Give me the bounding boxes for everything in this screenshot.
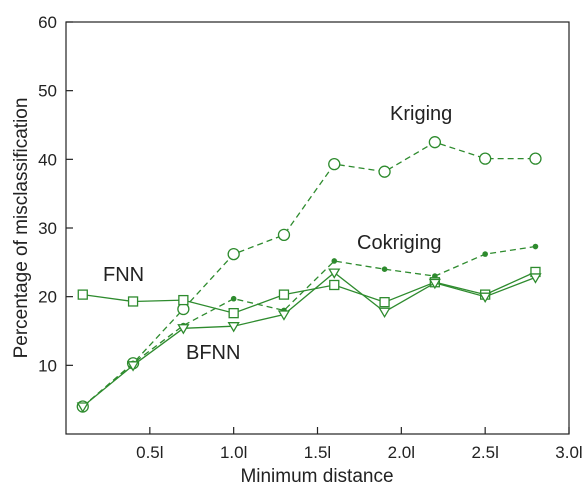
series-line-cokriging [82, 245, 536, 407]
data-point-bfnn [177, 324, 190, 335]
series-bfnn [76, 268, 542, 413]
data-point-fnn [379, 297, 390, 308]
x-tick-label: 1.5l [304, 443, 331, 462]
data-point-kriging [277, 228, 291, 242]
data-point-fnn [178, 294, 189, 306]
data-point-fnn [127, 296, 139, 307]
series-label-fnn: FNN [103, 264, 144, 286]
data-point-bfnn [328, 268, 341, 279]
data-point-cokriging [331, 258, 338, 264]
x-tick-label: 3.0l [555, 443, 582, 462]
y-tick-label: 40 [38, 150, 57, 169]
y-tick-label: 50 [38, 82, 57, 101]
y-tick-label: 20 [38, 288, 57, 307]
y-tick-label: 10 [38, 356, 57, 375]
x-tick-label: 2.0l [388, 443, 415, 462]
series-line-kriging [82, 141, 536, 407]
series-kriging [76, 136, 542, 413]
data-point-kriging [529, 152, 542, 165]
data-point-kriging [227, 247, 240, 261]
data-point-cokriging [532, 243, 539, 250]
data-point-bfnn [76, 402, 89, 413]
data-point-kriging [328, 157, 341, 171]
series-line-fnn [82, 271, 536, 314]
data-point-bfnn [479, 292, 492, 303]
data-point-bfnn [529, 273, 542, 284]
axis-ticks: 0.5l 1.0l 1.5l 2.0l 2.5l 3.0l 10 20 30 40 50 60 [38, 13, 583, 462]
x-axis-label: Minimum distance [240, 466, 393, 487]
data-point-bfnn [378, 307, 391, 319]
y-axis-label: Percentage of misclassification [11, 98, 32, 359]
data-point-bfnn [126, 361, 140, 372]
series-label-bfnn: BFNN [186, 342, 240, 364]
data-point-kriging [378, 165, 391, 178]
data-point-fnn [329, 279, 340, 291]
data-point-cokriging [381, 266, 388, 273]
y-tick-label: 30 [38, 219, 57, 238]
data-point-bfnn [277, 310, 291, 321]
data-point-bfnn [428, 278, 442, 290]
data-point-fnn [228, 307, 239, 319]
series-label-cokriging: Cokriging [357, 232, 441, 254]
data-point-kriging [428, 136, 442, 149]
plot-frame [65, 21, 570, 435]
data-point-bfnn [227, 322, 240, 333]
data-point-fnn [278, 289, 290, 300]
data-point-kriging [479, 152, 492, 165]
series-cokriging [79, 243, 539, 410]
data-point-cokriging [230, 295, 237, 302]
series-group [76, 136, 542, 413]
series-label-group: Kriging Cokriging FNN BFNN [103, 103, 452, 364]
series-label-kriging: Kriging [390, 103, 452, 125]
y-tick-label: 60 [38, 13, 57, 32]
data-point-cokriging [482, 251, 488, 257]
x-tick-label: 1.0l [220, 443, 247, 462]
x-tick-label: 2.5l [471, 443, 498, 462]
data-point-fnn [77, 289, 88, 300]
x-tick-label: 0.5l [136, 443, 163, 462]
series-line-bfnn [82, 271, 536, 408]
